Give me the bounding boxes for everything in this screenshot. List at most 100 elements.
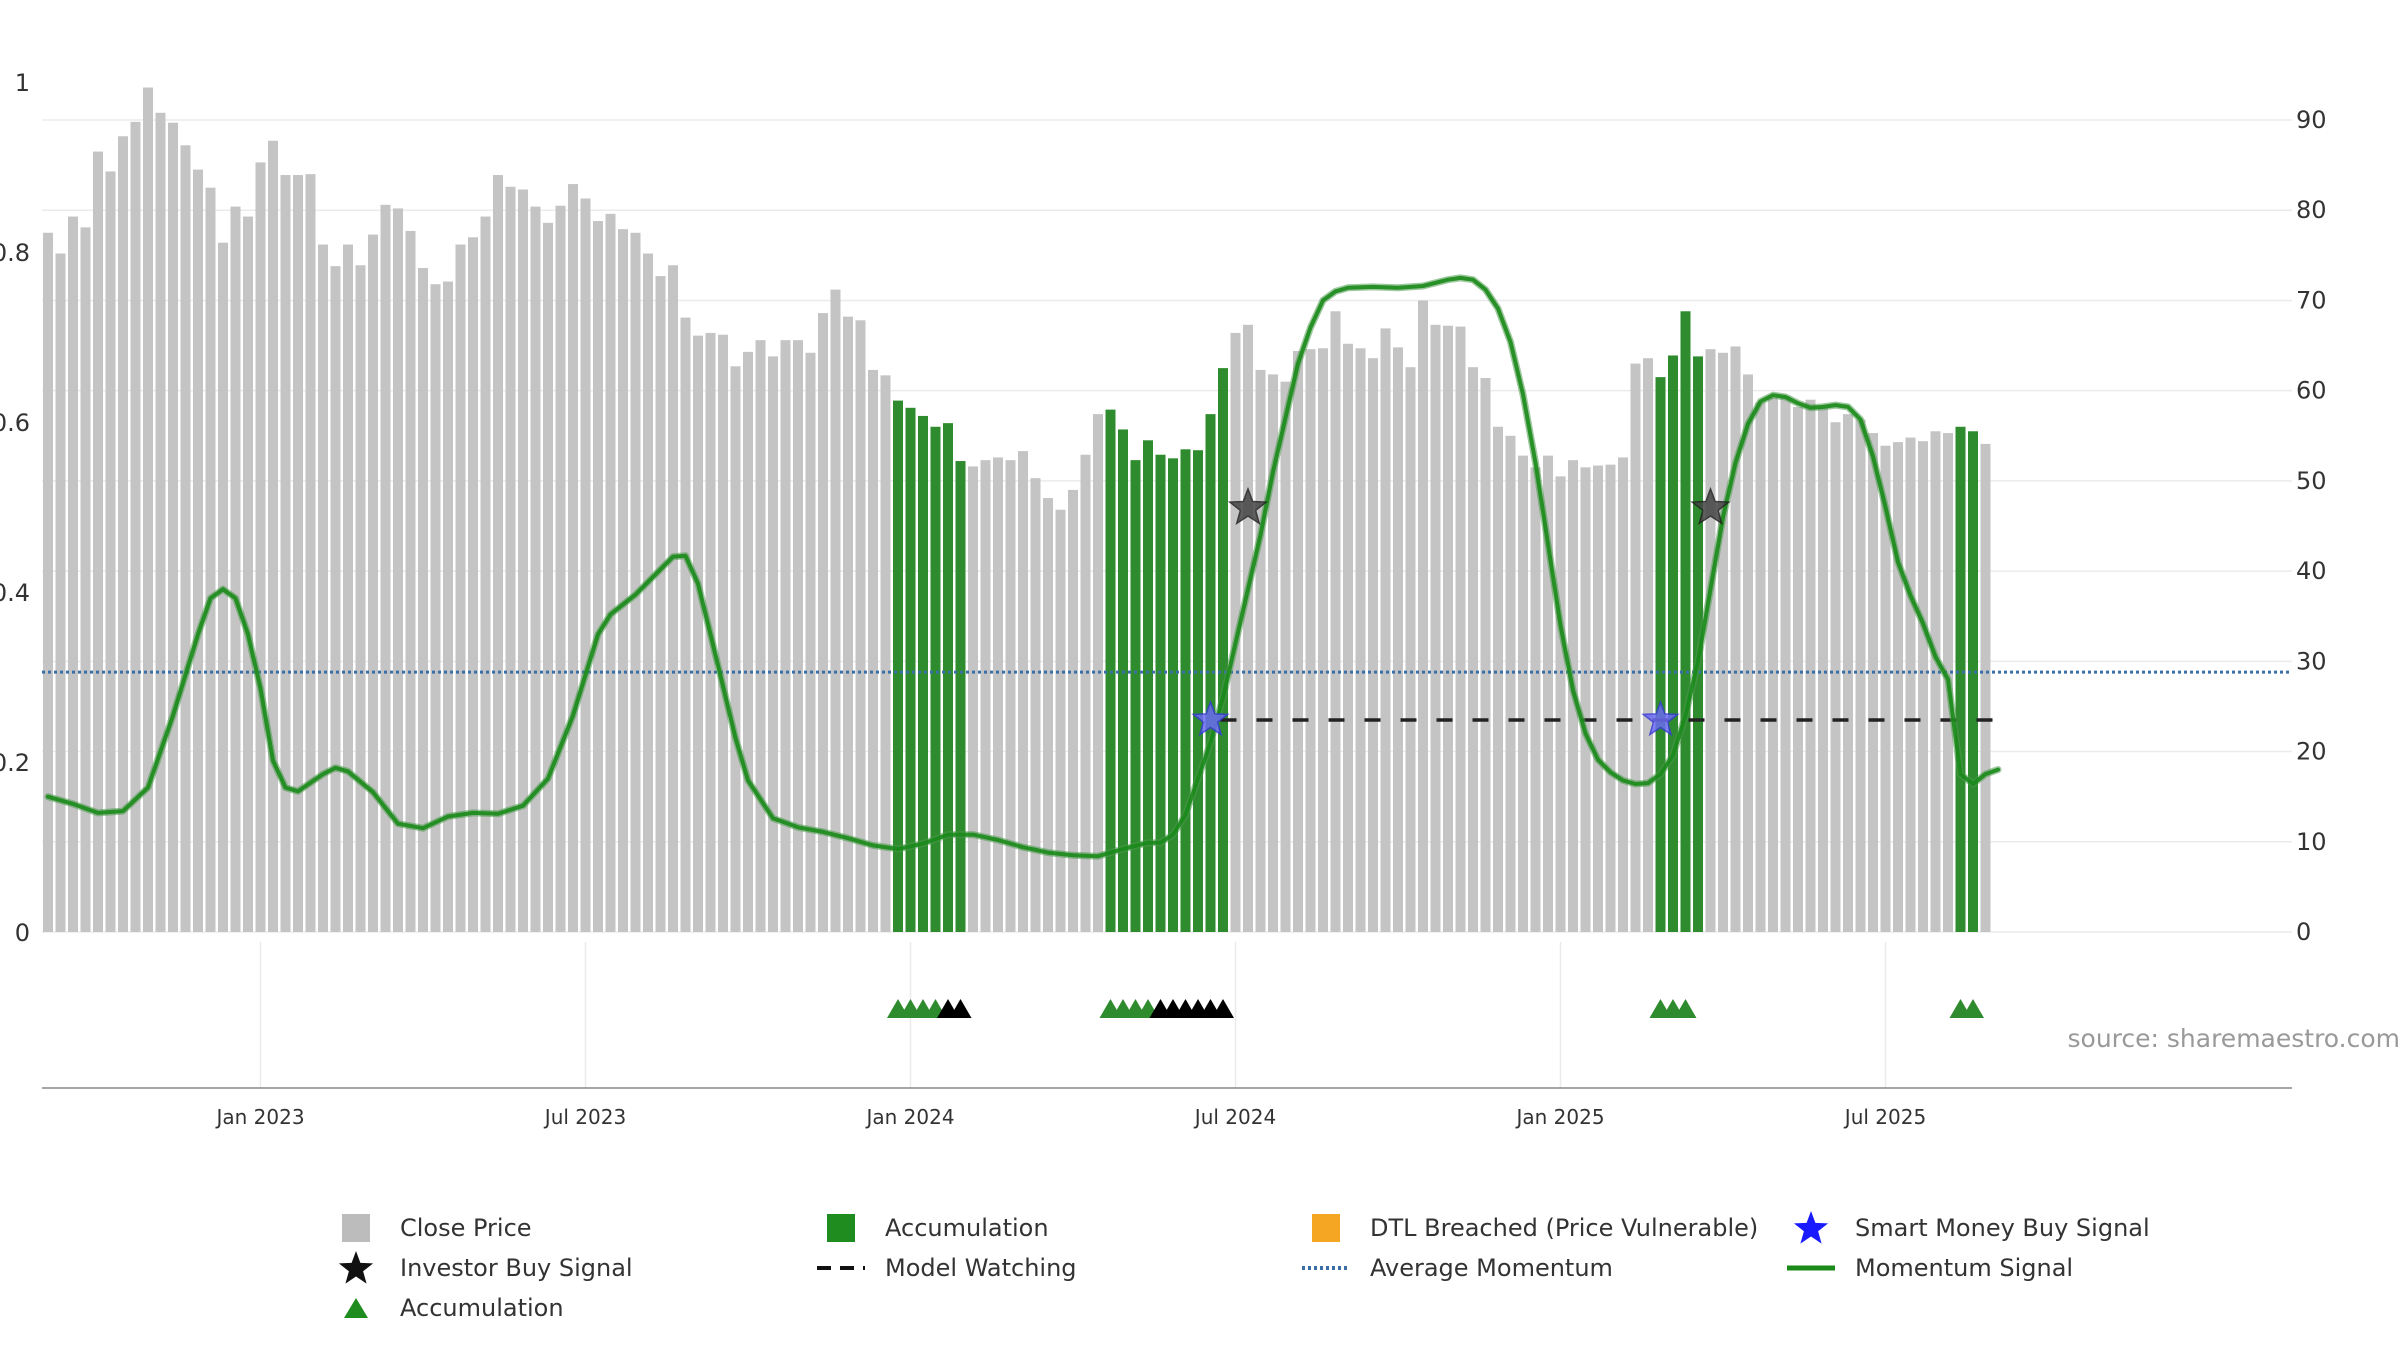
- left-axis-tick-label: 0: [15, 919, 30, 947]
- chart-legend: Close Price Accumulation DTL Breached (Pri…: [330, 1210, 2230, 1326]
- close-price-bar: [1368, 358, 1378, 932]
- legend-marker-star: [330, 1250, 382, 1286]
- close-price-bar: [1356, 348, 1366, 932]
- accumulation-bar: [1118, 429, 1128, 932]
- accumulation-bar: [1956, 427, 1966, 932]
- legend-item: Accumulation: [330, 1290, 815, 1326]
- close-price-bar: [1718, 353, 1728, 932]
- close-price-bar: [968, 466, 978, 932]
- close-price-bar: [1456, 327, 1466, 932]
- x-axis-tick-label: Jan 2025: [1514, 1105, 1604, 1129]
- close-price-bar: [56, 254, 66, 932]
- close-price-bar: [1256, 370, 1266, 932]
- x-axis-tick-label: Jul 2025: [1843, 1105, 1926, 1129]
- legend-marker-square: [330, 1210, 382, 1246]
- accumulation-bar: [1181, 449, 1191, 932]
- close-price-bar: [1281, 382, 1291, 932]
- x-axis-tick-label: Jan 2023: [214, 1105, 304, 1129]
- right-axis-tick-label: 30: [2296, 647, 2327, 675]
- close-price-bar: [818, 313, 828, 932]
- legend-item: Investor Buy Signal: [330, 1250, 815, 1286]
- close-price-bar: [756, 340, 766, 932]
- legend-item: DTL Breached (Price Vulnerable): [1300, 1210, 1785, 1246]
- close-price-bar: [1731, 346, 1741, 932]
- accumulation-bar: [1193, 450, 1203, 932]
- close-price-bar: [643, 254, 653, 932]
- close-price-bar: [1381, 328, 1391, 932]
- close-price-bar: [1006, 460, 1016, 932]
- close-price-bar: [1581, 467, 1591, 932]
- close-price-bar: [1806, 400, 1816, 932]
- close-price-bar: [1906, 438, 1916, 932]
- close-price-bar: [1918, 441, 1928, 932]
- accumulation-bar: [1968, 431, 1978, 932]
- close-price-bar: [456, 245, 466, 932]
- close-price-bar: [568, 184, 578, 932]
- close-price-bar: [1518, 456, 1528, 932]
- close-price-bar: [1618, 457, 1628, 932]
- close-price-bar: [181, 145, 191, 932]
- close-price-bar: [743, 352, 753, 932]
- legend-marker-star: [1785, 1210, 1837, 1246]
- accumulation-bar: [1168, 458, 1178, 932]
- close-price-bar: [1393, 347, 1403, 932]
- legend-label: DTL Breached (Price Vulnerable): [1370, 1214, 1758, 1242]
- left-axis-tick-label: 0.2: [0, 749, 30, 777]
- accumulation-bar: [1656, 377, 1666, 932]
- close-price-bar: [793, 340, 803, 932]
- close-price-bar: [268, 141, 278, 932]
- x-axis-tick-label: Jul 2023: [543, 1105, 626, 1129]
- close-price-bar: [43, 233, 53, 932]
- legend-label: Momentum Signal: [1855, 1254, 2073, 1282]
- close-price-bar: [1493, 427, 1503, 932]
- legend-item: Smart Money Buy Signal: [1785, 1210, 2270, 1246]
- close-price-bar: [781, 340, 791, 932]
- close-price-bar: [306, 174, 316, 932]
- close-price-bar: [1293, 351, 1303, 932]
- close-price-bar: [368, 235, 378, 932]
- accumulation-bar: [1156, 455, 1166, 932]
- close-price-bar: [618, 229, 628, 932]
- legend-label: Close Price: [400, 1214, 532, 1242]
- legend-marker-square: [815, 1210, 867, 1246]
- right-axis-tick-label: 90: [2296, 106, 2327, 134]
- legend-item: Average Momentum: [1300, 1250, 1785, 1286]
- close-price-bar: [1706, 349, 1716, 932]
- close-price-bar: [806, 353, 816, 932]
- close-price-bar: [1856, 420, 1866, 932]
- close-price-bar: [1643, 358, 1653, 932]
- close-price-bar: [531, 207, 541, 932]
- close-price-bar: [518, 189, 528, 932]
- close-price-bar: [1831, 422, 1841, 932]
- close-price-bar: [1743, 374, 1753, 932]
- right-axis-tick-label: 20: [2296, 738, 2327, 766]
- close-price-bar: [1868, 433, 1878, 932]
- close-price-bar: [256, 162, 266, 932]
- close-price-bar: [481, 217, 491, 932]
- close-price-bar: [681, 318, 691, 932]
- left-axis-tick-label: 0.6: [0, 409, 30, 437]
- close-price-bar: [1243, 325, 1253, 932]
- close-price-bar: [606, 214, 616, 932]
- close-price-bar: [381, 205, 391, 932]
- legend-marker-dash: [815, 1250, 867, 1286]
- close-price-bar: [1343, 344, 1353, 932]
- close-price-bar: [1556, 476, 1566, 932]
- close-price-bar: [168, 123, 178, 932]
- close-price-bar: [1818, 408, 1828, 932]
- accumulation-bar: [956, 461, 966, 932]
- close-price-bar: [1431, 325, 1441, 932]
- close-price-bar: [81, 227, 91, 932]
- close-price-bar: [1043, 498, 1053, 932]
- close-price-bar: [1506, 436, 1516, 932]
- legend-item: Accumulation: [815, 1210, 1300, 1246]
- right-axis-tick-label: 40: [2296, 557, 2327, 585]
- right-axis-tick-label: 60: [2296, 377, 2327, 405]
- close-price-bar: [106, 171, 116, 932]
- close-price-bar: [243, 217, 253, 932]
- close-price-bar: [468, 237, 478, 932]
- accumulation-bar: [1131, 460, 1141, 932]
- close-price-bar: [281, 175, 291, 932]
